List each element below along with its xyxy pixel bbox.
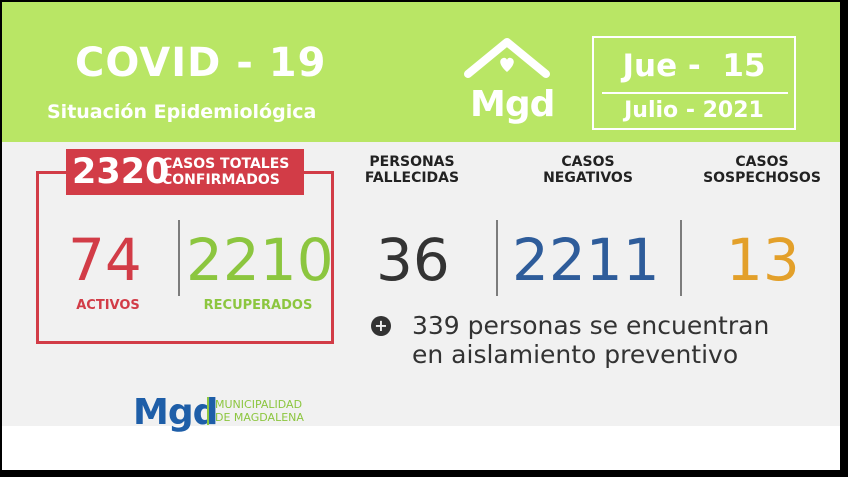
municipality-logo: Mgd — [470, 84, 555, 125]
footer-municipality-logo: Mgd — [133, 392, 218, 433]
report-subtitle: Situación Epidemiológica — [47, 101, 317, 123]
sospechosos-label: CASOS SOSPECHOSOS — [703, 154, 821, 186]
bottom-band — [2, 426, 840, 470]
activos-value: 74 — [68, 226, 142, 294]
isolation-note-line2: en aislamiento preventivo — [412, 340, 739, 369]
activos-label: ACTIVOS — [76, 298, 140, 313]
recuperados-value: 2210 — [186, 226, 334, 294]
report-title: COVID - 19 — [75, 40, 327, 86]
stat-divider — [680, 220, 682, 296]
confirmed-cases-value: 2320 — [72, 152, 170, 192]
negativos-label: CASOS NEGATIVOS — [543, 154, 633, 186]
confirmed-cases-label: CASOS TOTALES CONFIRMADOS — [162, 156, 289, 188]
fallecidos-label: PERSONAS FALLECIDAS — [364, 154, 460, 186]
footer-org-line1: MUNICIPALIDAD — [215, 398, 303, 411]
footer-logo-divider — [207, 397, 209, 425]
house-heart-icon — [464, 38, 550, 78]
plus-circle-icon: + — [371, 316, 391, 336]
confirmed-cases-tag: 2320 CASOS TOTALES CONFIRMADOS — [66, 149, 304, 195]
footer-org-line2: DE MAGDALENA — [215, 411, 304, 424]
stat-divider — [496, 220, 498, 296]
covid-report-card: COVID - 19 Situación Epidemiológica Mgd … — [2, 2, 840, 470]
sospechosos-value: 13 — [726, 226, 800, 294]
footer-org-name: MUNICIPALIDAD DE MAGDALENA — [215, 398, 304, 424]
confirmed-label-line1: CASOS TOTALES — [162, 156, 290, 172]
date-month-year: Julio - 2021 — [624, 98, 764, 123]
fallecidos-value: 36 — [376, 226, 450, 294]
stat-divider — [178, 220, 180, 296]
date-divider — [602, 92, 788, 94]
date-box: Jue - 15 Julio - 2021 — [592, 36, 796, 130]
confirmed-label-line2: CONFIRMADOS — [162, 172, 280, 188]
recuperados-label: RECUPERADOS — [203, 298, 313, 313]
negativos-value: 2211 — [512, 226, 660, 294]
date-day: Jue - 15 — [622, 48, 766, 84]
header-banner: COVID - 19 Situación Epidemiológica Mgd … — [2, 2, 840, 142]
isolation-note-line1: 339 personas se encuentran — [412, 311, 770, 340]
